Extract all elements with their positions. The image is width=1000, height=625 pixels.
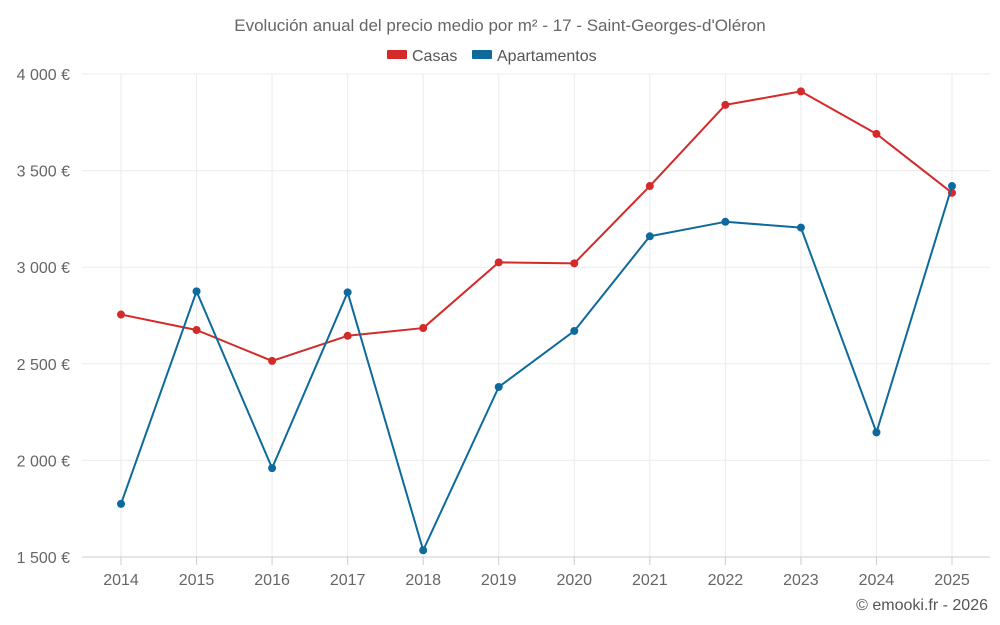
- y-tick-label: 2 000 €: [17, 453, 70, 470]
- data-point-apartamentos[interactable]: [721, 217, 730, 226]
- x-tick-label: 2018: [405, 572, 441, 589]
- series: [117, 87, 956, 555]
- legend-item-apartamentos[interactable]: Apartamentos: [472, 48, 597, 65]
- y-tick-label: 4 000 €: [17, 67, 70, 84]
- x-tick-label: 2019: [481, 572, 517, 589]
- series-line-casas: [120, 90, 953, 362]
- data-point-casas[interactable]: [721, 100, 730, 109]
- data-point-casas[interactable]: [117, 310, 125, 319]
- x-tick-label: 2023: [783, 572, 819, 589]
- legend-label-apartamentos: Apartamentos: [497, 48, 597, 65]
- y-axis: 1 500 € 2 000 € 2 500 € 3 000 € 3 500 € 4 000…: [17, 67, 70, 567]
- gridlines: [82, 73, 990, 558]
- chart-title: Evolución anual del precio medio por m² …: [234, 16, 765, 35]
- series-casas: [117, 87, 956, 365]
- y-tick-label: 1 500 €: [17, 550, 70, 567]
- data-point-apartamentos[interactable]: [872, 428, 881, 437]
- y-tick-label: 2 500 €: [17, 357, 70, 374]
- data-point-apartamentos[interactable]: [419, 546, 428, 555]
- data-point-apartamentos[interactable]: [268, 464, 277, 473]
- legend: Casas Apartamentos: [387, 48, 597, 65]
- data-point-apartamentos[interactable]: [948, 182, 956, 191]
- data-point-apartamentos[interactable]: [343, 288, 352, 297]
- x-tick-label: 2014: [103, 572, 139, 589]
- x-tick-label: 2020: [556, 572, 592, 589]
- x-tick-label: 2022: [708, 572, 744, 589]
- credit-text: © emooki.fr - 2026: [856, 597, 988, 614]
- legend-swatch-apartamentos: [472, 50, 492, 59]
- series-line-apartamentos: [120, 185, 953, 552]
- data-point-apartamentos[interactable]: [570, 326, 579, 335]
- data-point-casas[interactable]: [343, 331, 352, 340]
- data-point-apartamentos[interactable]: [117, 499, 125, 508]
- legend-label-casas: Casas: [412, 48, 457, 65]
- x-tick-label: 2016: [254, 572, 290, 589]
- x-axis: 2014 2015 2016 2017 2018 2019 2020 2021 2022 2023…: [82, 556, 990, 589]
- x-tick-label: 2015: [179, 572, 215, 589]
- data-point-casas[interactable]: [872, 129, 881, 138]
- data-point-apartamentos[interactable]: [192, 287, 201, 296]
- x-tick-label: 2024: [859, 572, 895, 589]
- data-point-casas[interactable]: [645, 182, 654, 191]
- x-tick-label: 2025: [934, 572, 970, 589]
- x-tick-label: 2017: [330, 572, 366, 589]
- data-point-casas[interactable]: [268, 356, 277, 365]
- y-tick-label: 3 500 €: [17, 164, 70, 181]
- data-point-casas[interactable]: [419, 324, 428, 333]
- legend-swatch-casas: [387, 50, 407, 59]
- data-point-casas[interactable]: [192, 325, 201, 334]
- y-tick-label: 3 000 €: [17, 260, 70, 277]
- legend-item-casas[interactable]: Casas: [387, 48, 457, 65]
- data-point-casas[interactable]: [570, 259, 579, 268]
- series-apartamentos: [117, 182, 956, 555]
- x-tick-label: 2021: [632, 572, 668, 589]
- data-point-apartamentos[interactable]: [796, 223, 805, 232]
- data-point-apartamentos[interactable]: [494, 382, 503, 391]
- data-point-casas[interactable]: [796, 87, 805, 96]
- data-point-apartamentos[interactable]: [645, 232, 654, 241]
- data-point-casas[interactable]: [494, 258, 503, 267]
